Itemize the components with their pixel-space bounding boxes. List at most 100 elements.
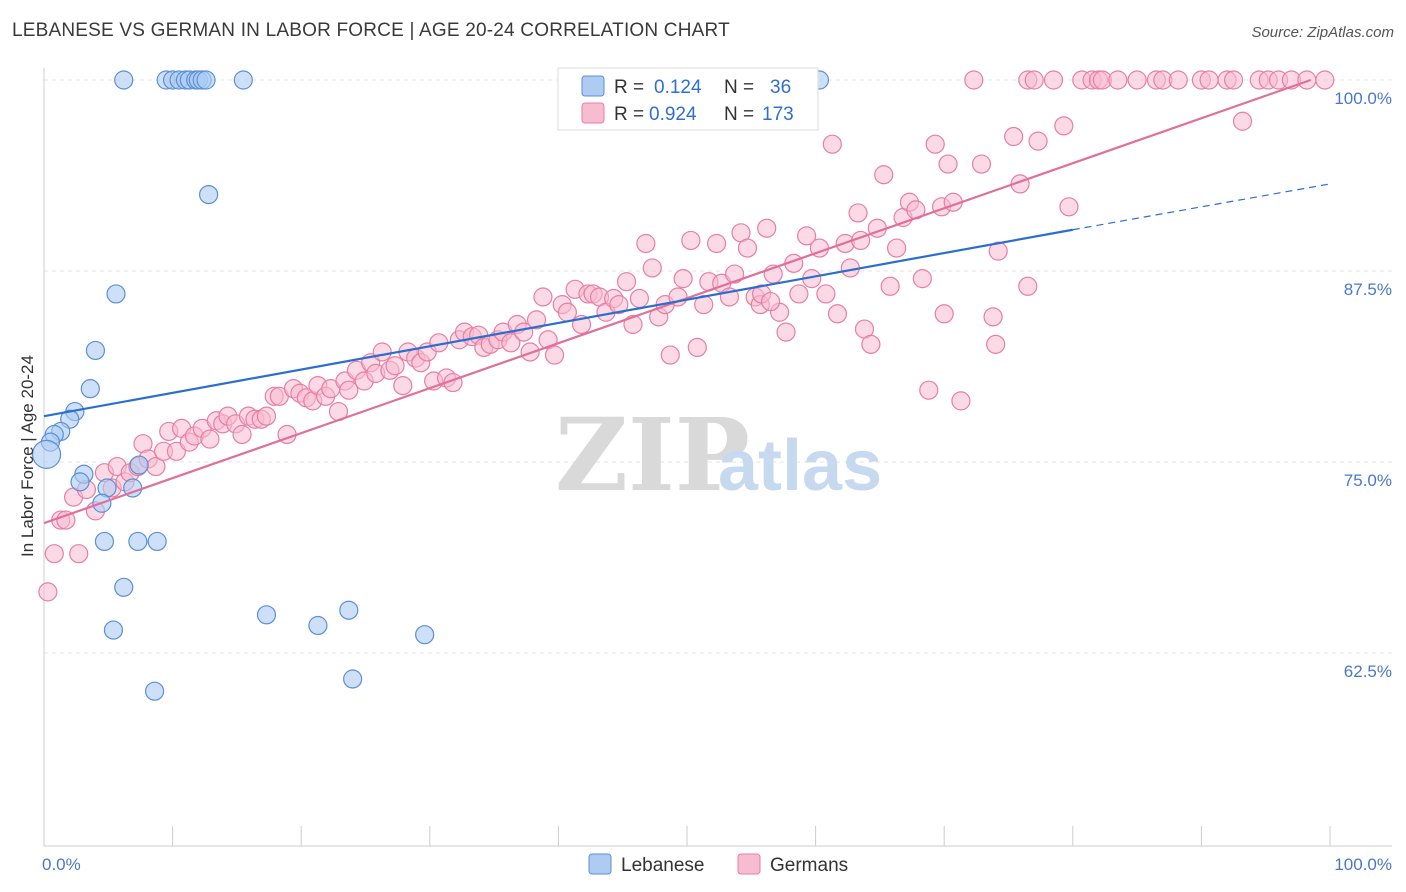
german-point [1028,131,1048,151]
lebanese-point [144,681,165,701]
legend-n-label-lebanese: N = [724,77,754,98]
german-points [38,70,1335,602]
german-point [69,544,89,564]
lebanese-point [308,615,328,636]
german-point [1018,276,1038,296]
legend-r-label-lebanese: R = [614,77,644,98]
german-point [200,429,220,449]
lebanese-point [256,605,277,625]
trend-lines [43,78,1331,525]
lebanese-points [31,70,830,701]
lebanese-trend-extension [1072,183,1331,231]
legend-n-value-lebanese: 36 [770,77,791,98]
german-point [609,295,629,315]
german-point [789,284,809,304]
german-point [848,203,868,223]
german-point [232,424,252,445]
german-point [1054,116,1074,136]
german-point [874,165,894,185]
german-point [660,345,680,365]
german-point [1297,70,1317,90]
german-point [629,288,650,309]
german-point [1199,70,1219,90]
german-point [724,264,745,284]
german-point [339,380,359,400]
german-point [44,544,64,564]
german-point [544,345,565,365]
lebanese-point [339,600,359,620]
german-point [616,272,637,292]
watermark-zip: ZIP [555,396,750,514]
lebanese-point [415,625,435,645]
german-point [861,334,881,354]
bottom-legend-lebanese: Lebanese [621,855,704,876]
german-point [1223,70,1244,90]
german-point [372,342,392,362]
x-tick-label-end: 100.0% [1334,855,1392,874]
german-point [951,391,971,411]
german-point [56,510,76,530]
german-point [533,287,553,307]
grid-lines [44,79,1392,654]
lebanese-point [233,70,253,90]
lebanese-point [94,531,115,552]
german-point [393,376,413,396]
german-point [557,302,578,322]
german-point [887,238,907,258]
german-point [971,154,992,174]
german-point [706,233,727,254]
german-point [1315,70,1335,90]
y-tick-labels: 62.5% 75.0% 87.5% 100.0% [1334,89,1392,681]
german-point [760,291,781,312]
bottom-swatch-lebanese [588,853,612,875]
german-point [623,314,643,335]
german-point [816,284,836,304]
y-axis-label: In Labor Force | Age 20-24 [18,355,37,557]
lebanese-point [103,620,124,640]
correlation-legend: R = 0.124 N = 36 R = 0.924 N = 173 [557,67,819,131]
lebanese-trend-line [43,228,1073,418]
german-point [880,276,900,296]
legend-n-label-german: N = [724,104,754,125]
german-point [776,322,796,342]
german-point [642,258,662,278]
german-point [919,380,939,400]
german-point [986,334,1006,354]
watermark-atlas: atlas [718,426,882,506]
bottom-swatch-german [737,853,761,875]
german-point [38,582,58,602]
legend-swatch-german [581,102,605,124]
german-point [1108,70,1128,90]
lebanese-point [129,455,149,475]
bottom-legend-german: Germans [770,855,848,876]
y-tick-label-0: 62.5% [1344,662,1392,681]
german-point [737,238,758,258]
german-point [1168,70,1188,90]
lebanese-point [106,284,126,304]
lebanese-point [147,531,167,552]
legend-r-value-lebanese: 0.124 [654,77,702,98]
lebanese-point [85,340,106,361]
german-point [526,310,547,330]
y-tick-label-1: 75.0% [1344,471,1392,490]
german-point [636,233,656,254]
german-point [822,134,842,154]
german-point [1127,70,1147,90]
german-point [983,307,1003,327]
german-point [757,218,777,238]
german-point [256,406,277,426]
legend-r-label-german: R = [614,104,644,125]
german-point [1004,126,1024,147]
german-point [964,70,984,90]
german-point [1024,70,1044,90]
lebanese-point [199,185,219,205]
german-point [934,304,954,324]
german-point [681,230,701,251]
german-point [1232,111,1253,131]
source-credit: Source: ZipAtlas.com [1251,24,1394,41]
legend-r-value-german: 0.924 [649,104,697,125]
lebanese-point [114,577,134,597]
german-point [385,356,405,376]
german-point [1059,197,1079,217]
